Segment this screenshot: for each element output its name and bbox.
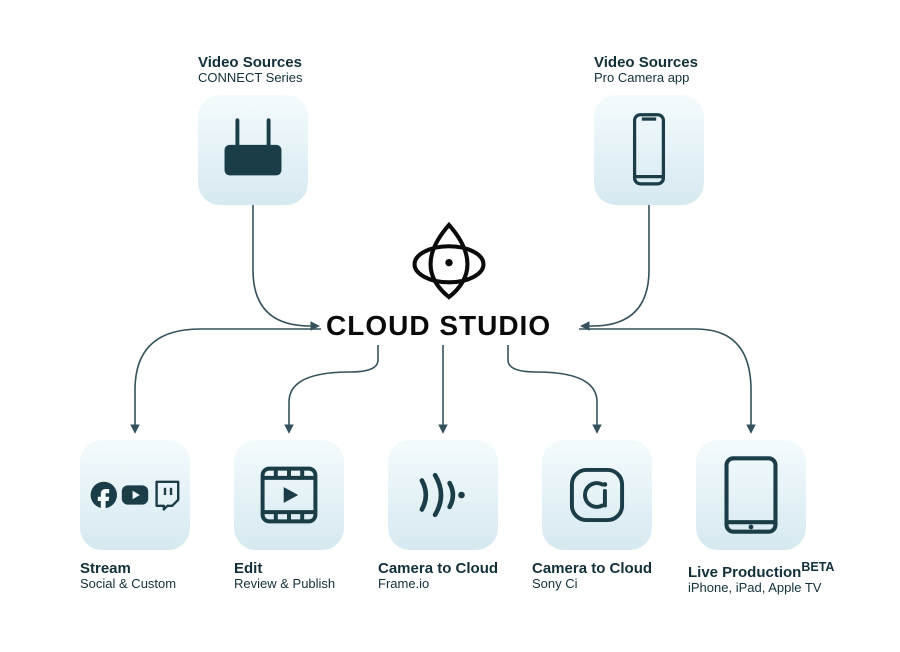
label-sub: CONNECT Series [198,71,303,86]
film-play-icon [256,462,322,528]
label-title: Stream [80,560,176,577]
center-title: CLOUD STUDIO [326,310,551,342]
label-title: Camera to Cloud [532,560,652,577]
tile-out-edit [234,440,344,550]
label-out-stream: StreamSocial & Custom [80,560,176,592]
label-sub: Social & Custom [80,577,176,592]
arrow-a-out-live [579,329,751,432]
tile-out-live [696,440,806,550]
tablet-icon [717,454,785,536]
arrow-a-out-edit [289,345,378,432]
arrow-a-connect-in [253,205,318,326]
atomos-logo [408,220,490,302]
label-src-procam: Video SourcesPro Camera app [594,54,698,86]
label-out-frameio: Camera to CloudFrame.io [378,560,498,592]
signal-icon [410,467,476,523]
router-icon [214,111,292,189]
tile-out-stream [80,440,190,550]
arrow-a-out-sonyci [508,345,597,432]
smartphone-icon [613,109,685,191]
label-sub: Sony Ci [532,577,652,592]
tile-out-frameio [388,440,498,550]
label-out-edit: EditReview & Publish [234,560,335,592]
diagram-canvas: CLOUD STUDIO Video SourcesCONNECT Series… [0,0,900,652]
ci-icon [564,462,630,528]
label-sub: Review & Publish [234,577,335,592]
label-title: Video Sources [198,54,303,71]
label-out-live: Live ProductionBETAiPhone, iPad, Apple T… [688,560,834,596]
label-sub: Frame.io [378,577,498,592]
label-title: Video Sources [594,54,698,71]
label-src-connect: Video SourcesCONNECT Series [198,54,303,86]
label-title: Edit [234,560,335,577]
tile-out-sonyci [542,440,652,550]
label-title: Live ProductionBETA [688,560,834,581]
tile-src-procam [594,95,704,205]
label-sub: iPhone, iPad, Apple TV [688,581,834,596]
label-title: Camera to Cloud [378,560,498,577]
arrow-a-out-stream [135,329,321,432]
tile-src-connect [198,95,308,205]
arrow-a-procam-in [582,205,649,326]
label-sub: Pro Camera app [594,71,698,86]
social-icons [87,475,183,515]
label-out-sonyci: Camera to CloudSony Ci [532,560,652,592]
